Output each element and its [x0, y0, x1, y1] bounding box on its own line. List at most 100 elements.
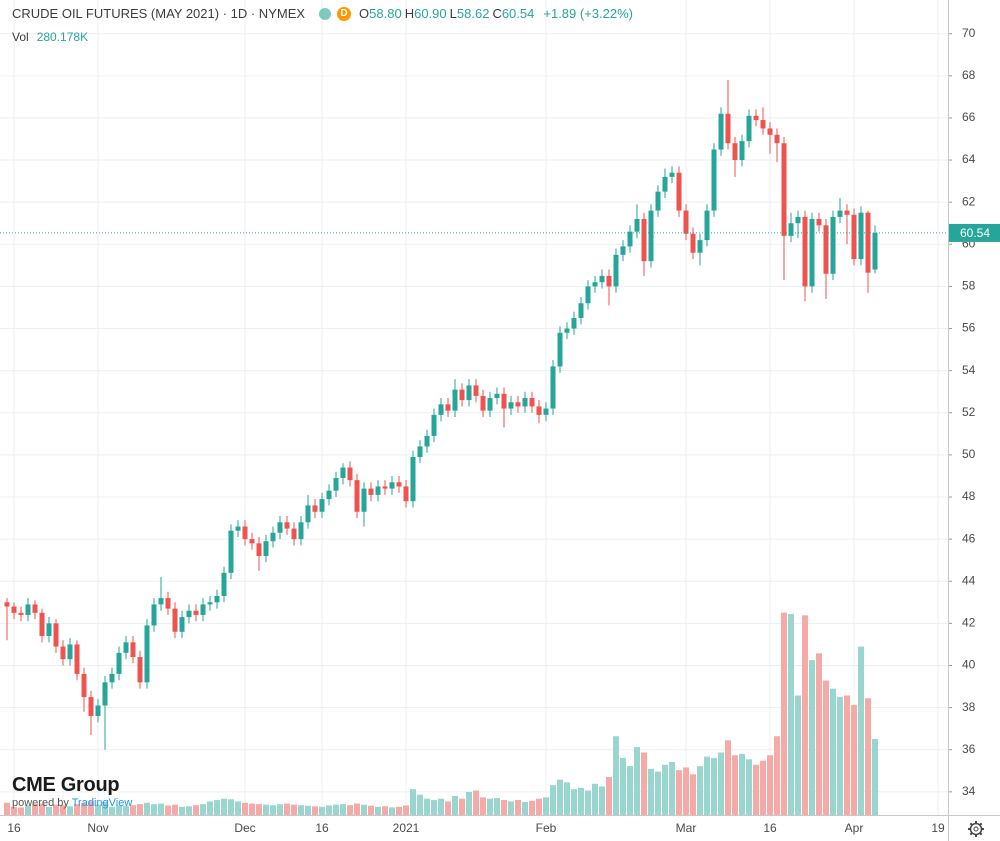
volume-bar [585, 790, 591, 815]
volume-bar [242, 802, 248, 815]
volume-bar [151, 804, 157, 815]
x-tick-label: Mar [676, 821, 697, 835]
candle-body [543, 408, 549, 415]
provider[interactable]: TradingView [71, 797, 133, 809]
candle-body [81, 673, 87, 698]
volume-bar [522, 801, 528, 815]
volume-bar [347, 805, 353, 815]
volume-bar [592, 783, 598, 815]
volume-bar [480, 797, 486, 815]
candle-body [851, 214, 857, 260]
volume-bar [298, 805, 304, 815]
volume-bar [270, 805, 276, 815]
volume-bar [354, 803, 360, 815]
volume-bar [431, 800, 437, 815]
volume-value: 280.178K [36, 30, 89, 44]
volume-bar [550, 785, 556, 815]
volume-bar [809, 660, 815, 815]
volume-bar [669, 762, 675, 815]
candle-body [830, 216, 836, 274]
candles [4, 80, 878, 750]
volume-bar [25, 805, 31, 815]
volume-bar [340, 804, 346, 815]
candle-body [438, 404, 444, 415]
candle-body [690, 233, 696, 253]
volume-bar [753, 764, 759, 815]
volume-bar [53, 804, 59, 815]
volume-bar [781, 612, 787, 815]
ohlc-value: 58.62 [456, 6, 490, 21]
candle-body [683, 210, 689, 234]
candle-body [697, 240, 703, 253]
volume-bar [620, 757, 626, 815]
candle-body [291, 528, 297, 540]
y-tick-label: 62 [962, 194, 976, 208]
candle-body [326, 490, 332, 500]
volume-bar [333, 804, 339, 815]
visibility-icon[interactable] [319, 7, 332, 20]
candle-body [606, 275, 612, 287]
volume-bar [389, 807, 395, 815]
ohlc-prefix: L [449, 6, 457, 21]
volume-legend: Vol 280.178K [12, 30, 88, 44]
x-tick-label: 16 [7, 821, 21, 835]
volume-bar [543, 797, 549, 815]
volume-bar [746, 759, 752, 815]
volume-bar [494, 798, 500, 815]
candle-body [732, 143, 738, 161]
candle-body [620, 246, 626, 255]
volume-bar [193, 805, 199, 815]
candle-body [270, 532, 276, 542]
volume-bar [214, 800, 220, 815]
candle-body [172, 608, 178, 632]
candle-body [578, 303, 584, 318]
logo: CME Group powered by TradingView [12, 774, 132, 809]
candle-body [46, 623, 52, 636]
volume-bar [690, 774, 696, 815]
logo-powered: powered by TradingView [12, 797, 132, 809]
volume-bar [424, 798, 430, 815]
candle-body [557, 332, 563, 367]
candle-body [473, 385, 479, 396]
volume-bar [655, 771, 661, 815]
candle-body [312, 505, 318, 512]
y-tick-label: 36 [962, 742, 976, 756]
candle-body [235, 526, 241, 531]
candle-body [599, 275, 605, 283]
interval-badge[interactable]: D [337, 6, 352, 21]
volume-bar [445, 801, 451, 815]
volume-bar [396, 806, 402, 815]
y-tick-label: 50 [962, 447, 976, 461]
candle-body [214, 595, 220, 603]
candle-body [466, 385, 472, 401]
volume-bar [599, 786, 605, 815]
ohlc-item: C60.54 [492, 6, 534, 21]
volume-bar [102, 801, 108, 815]
candle-body [424, 435, 430, 447]
candle-body [109, 673, 115, 683]
volume-bar [515, 800, 521, 815]
volume-bars [4, 612, 878, 815]
candle-body [865, 212, 871, 273]
candle-body [417, 446, 423, 457]
settings-icon[interactable] [968, 821, 984, 837]
candle-body [431, 414, 437, 436]
change-label: +1.89 (+3.22%) [543, 6, 633, 21]
candle-body [648, 210, 654, 262]
ohlc-prefix: C [492, 6, 502, 21]
candle-body [669, 172, 675, 177]
candle-body [256, 543, 262, 556]
candle-body [130, 642, 136, 658]
candle-body [32, 604, 38, 613]
y-tick-label: 66 [962, 110, 976, 124]
candle-body [725, 113, 731, 144]
candle-body [11, 606, 17, 613]
volume-bar [795, 695, 801, 815]
candle-body [760, 120, 766, 129]
candle-body [676, 172, 682, 211]
volume-bar [872, 738, 878, 815]
candle-body [564, 328, 570, 333]
volume-bar [137, 804, 143, 815]
volume-bar [711, 757, 717, 815]
